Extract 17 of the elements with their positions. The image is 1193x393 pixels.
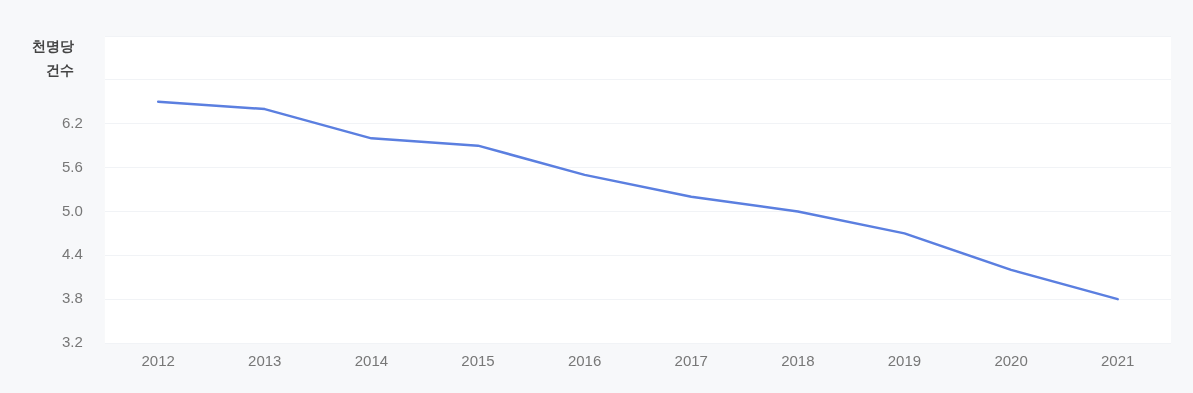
x-tick-label: 2020 <box>994 352 1028 370</box>
x-tick-label: 2016 <box>567 352 602 370</box>
x-tick-label: 2019 <box>887 352 922 370</box>
x-tick-label: 2012 <box>141 352 175 370</box>
y-tick-label: 3.8 <box>61 289 83 307</box>
x-tick-label: 2017 <box>674 352 708 370</box>
y-tick-label: 6.2 <box>61 113 83 131</box>
y-tick-label: 5.0 <box>61 201 83 219</box>
y-tick-label: 3.2 <box>61 333 83 351</box>
y-axis-title: 천명당 건수 <box>31 37 74 80</box>
x-tick-label: 2013 <box>248 352 282 370</box>
x-tick-label: 2014 <box>354 352 389 370</box>
x-tick-label: 2018 <box>781 352 815 370</box>
x-tick-label: 2015 <box>461 352 495 370</box>
y-tick-label: 5.6 <box>61 157 83 175</box>
y-tick-label: 4.4 <box>61 245 83 263</box>
x-tick-label: 2021 <box>1101 352 1135 370</box>
